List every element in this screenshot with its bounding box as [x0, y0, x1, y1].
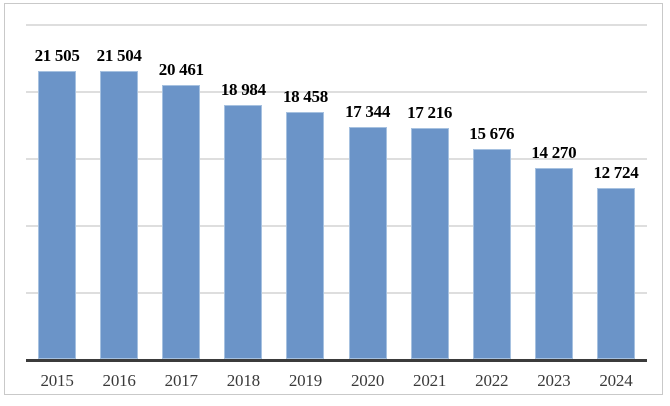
- x-axis-label-2015: 2015: [40, 371, 74, 390]
- gridline-20000: [26, 91, 647, 93]
- bar-2020: [348, 126, 387, 359]
- x-axis-label-2024: 2024: [599, 371, 633, 390]
- value-label-2017: 20 461: [158, 59, 204, 79]
- bar-2022: [472, 148, 511, 359]
- x-axis-label-2017: 2017: [164, 371, 198, 390]
- x-axis-label-2020: 2020: [350, 371, 385, 390]
- value-label-2022: 15 676: [469, 123, 515, 143]
- value-label-2018: 18 984: [220, 79, 266, 99]
- value-label-2023: 14 270: [531, 142, 577, 162]
- gridline-25000: [26, 24, 647, 26]
- x-axis-label-2016: 2016: [102, 371, 136, 390]
- value-label-2020: 17 344: [345, 101, 391, 121]
- x-axis-label-2023: 2023: [537, 371, 571, 390]
- value-label-2021: 17 216: [407, 103, 453, 123]
- x-axis-label-2019: 2019: [288, 371, 323, 390]
- value-label-2016: 21 504: [96, 45, 142, 65]
- bar-2021: [410, 128, 449, 359]
- bar-chart: 21 505 2015 21 504 2016 20 461 2017 18 984 2018…: [5, 4, 662, 394]
- x-axis-line: [26, 359, 647, 362]
- value-label-2015: 21 505: [34, 45, 80, 65]
- x-axis-label-2018: 2018: [226, 371, 260, 390]
- x-axis-label-2022: 2022: [475, 371, 509, 390]
- value-label-2024: 12 724: [593, 163, 639, 183]
- bar-2023: [534, 167, 573, 359]
- bar-2019: [286, 111, 325, 359]
- bar-2018: [224, 104, 263, 359]
- bar-2015: [38, 70, 77, 359]
- gridline-10000: [26, 225, 647, 227]
- value-label-2019: 18 458: [282, 86, 328, 106]
- chart-figure: 21 505 2015 21 504 2016 20 461 2017 18 984 2018…: [4, 3, 663, 395]
- bar-2016: [100, 70, 139, 359]
- bar-2017: [162, 84, 201, 359]
- x-axis-label-2021: 2021: [413, 371, 447, 390]
- bar-2024: [596, 188, 635, 359]
- gridline-5000: [26, 292, 647, 294]
- gridline-15000: [26, 158, 647, 160]
